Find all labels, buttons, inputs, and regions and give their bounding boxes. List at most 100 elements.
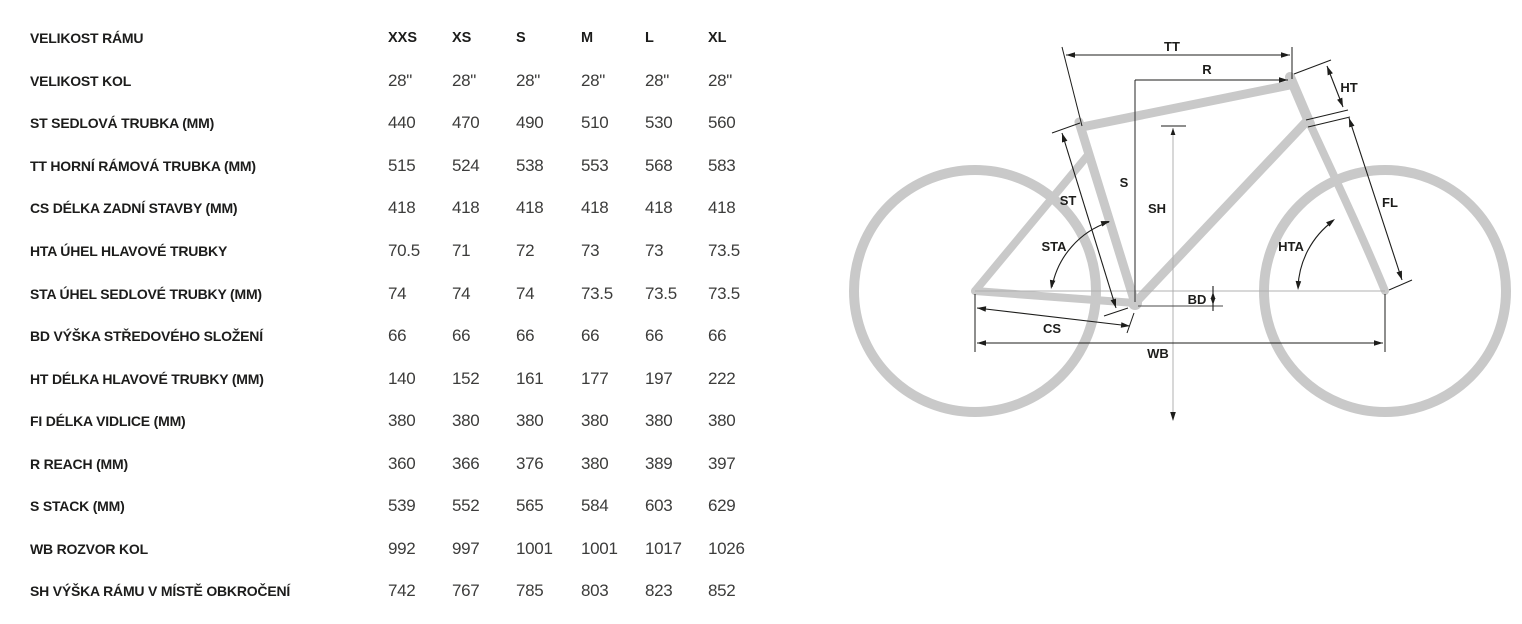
value-xs: 524 <box>452 155 480 175</box>
table-header-row: VELIKOST RÁMU XXS XS S M L XL <box>30 17 800 60</box>
value-m: 418 <box>581 198 609 218</box>
value-s: 785 <box>516 581 544 601</box>
value-s: 74 <box>516 283 535 303</box>
row-label: ST SEDLOVÁ TRUBKA (MM) <box>30 115 215 132</box>
table-row: SH VÝŠKA RÁMU V MÍSTĚ OBKROČENÍ 742 767 … <box>30 570 800 613</box>
value-xxs: 74 <box>388 283 407 303</box>
label-tt: TT <box>1164 39 1180 54</box>
row-label: FI DÉLKA VIDLICE (MM) <box>30 413 186 430</box>
value-xs: 366 <box>452 453 480 473</box>
value-xl: 1026 <box>708 538 745 558</box>
top-tube <box>1077 80 1295 132</box>
value-xxs: 992 <box>388 538 416 558</box>
value-xl: 397 <box>708 453 736 473</box>
value-l: 380 <box>645 411 673 431</box>
value-xl: 852 <box>708 581 736 601</box>
value-s: 161 <box>516 368 544 388</box>
table-row: ST SEDLOVÁ TRUBKA (MM) 440 470 490 510 5… <box>30 102 800 145</box>
row-label: HTA ÚHEL HLAVOVÉ TRUBKY <box>30 243 228 259</box>
arc-hta <box>1297 220 1334 288</box>
row-label: SH VÝŠKA RÁMU V MÍSTĚ OBKROČENÍ <box>30 583 291 600</box>
value-xxs: 28" <box>388 70 413 90</box>
value-m: 73 <box>581 241 600 260</box>
value-l: 418 <box>645 198 673 218</box>
table-row: CS DÉLKA ZADNÍ STAVBY (MM) 418 418 418 4… <box>30 187 800 230</box>
row-label: VELIKOST RÁMU <box>30 30 144 47</box>
size-column-header-xxs: XXS <box>388 30 418 47</box>
label-cs: CS <box>1043 321 1061 336</box>
value-m: 803 <box>581 581 609 601</box>
cs-right-tick <box>1126 312 1135 334</box>
value-l: 568 <box>645 155 673 175</box>
value-xl: 629 <box>708 496 736 516</box>
value-xs: 71 <box>452 241 471 260</box>
value-xs: 74 <box>452 283 471 303</box>
table-row: STA ÚHEL SEDLOVÉ TRUBKY (MM) 74 74 74 73… <box>30 272 800 315</box>
extension-lines <box>974 46 1413 352</box>
value-xxs: 360 <box>388 453 416 473</box>
chain-stay <box>971 287 1139 307</box>
seat-tube <box>1074 117 1140 308</box>
fork <box>1306 120 1389 295</box>
value-m: 553 <box>581 155 609 175</box>
value-m: 510 <box>581 113 609 133</box>
value-m: 177 <box>581 368 609 388</box>
crown-tick-2 <box>1307 116 1351 128</box>
value-s: 380 <box>516 411 544 431</box>
st-top-tick <box>1051 122 1081 134</box>
value-xs: 152 <box>452 368 480 388</box>
value-xl: 380 <box>708 411 736 431</box>
value-s: 376 <box>516 453 544 473</box>
value-xxs: 515 <box>388 155 416 175</box>
value-xs: 997 <box>452 538 480 558</box>
value-l: 73.5 <box>645 283 677 303</box>
table-row: FI DÉLKA VIDLICE (MM) 380 380 380 380 38… <box>30 400 800 443</box>
value-s: 66 <box>516 326 535 346</box>
size-column-header-xs: XS <box>452 30 472 47</box>
row-label: CS DÉLKA ZADNÍ STAVBY (MM) <box>30 200 238 217</box>
value-xl: 583 <box>708 155 736 175</box>
value-xs: 66 <box>452 326 471 346</box>
dimension-labels: TT R HT FL S SH ST STA HTA BD CS WB <box>1041 39 1398 361</box>
value-m: 73.5 <box>581 283 613 303</box>
ht-top-extension <box>1293 59 1332 75</box>
value-xs: 470 <box>452 113 480 133</box>
value-xl: 73.5 <box>708 241 740 260</box>
value-m: 28" <box>581 70 606 90</box>
value-xs: 767 <box>452 581 480 601</box>
label-r: R <box>1202 62 1212 77</box>
label-wb: WB <box>1147 346 1169 361</box>
table-body: VELIKOST KOL 28" 28" 28" 28" 28" 28" ST … <box>30 60 800 613</box>
crown-tick-1 <box>1305 109 1349 121</box>
value-xxs: 742 <box>388 581 416 601</box>
row-label: WB ROZVOR KOL <box>30 540 148 557</box>
value-s: 418 <box>516 198 544 218</box>
value-m: 584 <box>581 496 609 516</box>
size-column-header-s: S <box>516 30 526 47</box>
table-row: S STACK (MM) 539 552 565 584 603 629 <box>30 485 800 528</box>
mid-lines <box>1134 80 1223 307</box>
value-l: 73 <box>645 241 664 260</box>
value-l: 66 <box>645 326 664 346</box>
arc-sta <box>1051 221 1110 288</box>
value-xxs: 539 <box>388 496 416 516</box>
value-xs: 28" <box>452 70 477 90</box>
value-s: 28" <box>516 70 541 90</box>
table-row: HT DÉLKA HLAVOVÉ TRUBKY (MM) 140 152 161… <box>30 357 800 400</box>
tt-left-extension <box>1061 46 1083 127</box>
value-xl: 28" <box>708 70 733 90</box>
st-bottom-tick <box>1103 307 1129 317</box>
dim-fl <box>1348 117 1403 281</box>
down-tube <box>1130 116 1312 308</box>
bike-silhouette <box>849 72 1511 417</box>
row-label: HT DÉLKA HLAVOVÉ TRUBKY (MM) <box>30 370 264 387</box>
reference-lines <box>975 128 1385 420</box>
value-xxs: 70.5 <box>388 241 420 260</box>
size-column-header-xl: XL <box>708 30 727 47</box>
value-l: 389 <box>645 453 673 473</box>
geometry-table: VELIKOST RÁMU XXS XS S M L XL VELIKOST K… <box>30 17 800 613</box>
row-label: S STACK (MM) <box>30 498 125 515</box>
value-l: 603 <box>645 496 673 516</box>
